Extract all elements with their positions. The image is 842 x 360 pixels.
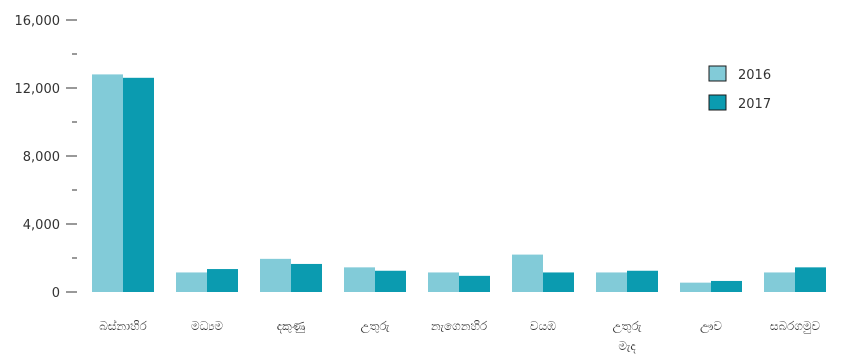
bar-2016 xyxy=(764,272,795,292)
y-tick-label: 4,000 xyxy=(23,218,60,233)
category-label: ඌව xyxy=(700,319,722,334)
bar-2017 xyxy=(375,270,406,292)
bar-2017 xyxy=(543,272,574,292)
legend-label: 2016 xyxy=(738,68,771,83)
bar-2017 xyxy=(459,275,490,292)
category-label: බස්නාහිර xyxy=(99,319,147,333)
bar-2016 xyxy=(260,258,291,292)
category-label: උතුරු xyxy=(361,319,391,334)
category-label: නැගෙනහිර xyxy=(431,319,488,333)
bar-2017 xyxy=(207,269,238,292)
bar-2016 xyxy=(92,74,123,293)
y-tick-label: 0 xyxy=(52,286,60,301)
legend: 2016 2017 xyxy=(708,65,771,112)
category-label: උතුරු xyxy=(613,319,643,334)
bar-2016 xyxy=(176,272,207,292)
category-label: සබරගමුව xyxy=(770,319,821,334)
category-label: වයඹ xyxy=(530,319,556,333)
bar-2017 xyxy=(795,267,826,292)
bar-2017 xyxy=(627,270,658,292)
bars xyxy=(92,74,826,293)
bar-2016 xyxy=(428,272,459,292)
y-tick-label: 8,000 xyxy=(23,150,60,165)
y-tick-label: 12,000 xyxy=(15,82,61,97)
legend-label: 2017 xyxy=(738,97,771,112)
category-label: මැද xyxy=(618,339,636,353)
legend-swatch xyxy=(708,65,727,82)
category-label: මධ්‍යම xyxy=(191,319,223,333)
y-axis: 0 4,000 8,000 12,000 16,000 xyxy=(15,14,77,301)
x-axis-labels: බස්නාහිර මධ්‍යම දකුණු උතුරු නැගෙනහිර වයඹ උතුරු… xyxy=(99,319,820,353)
bar-2016 xyxy=(680,282,711,292)
bar-2017 xyxy=(711,280,742,292)
category-label: දකුණු xyxy=(277,319,306,333)
legend-swatch xyxy=(708,94,727,111)
bar-2016 xyxy=(344,267,375,292)
bar-2017 xyxy=(291,263,322,292)
bar-2017 xyxy=(123,77,154,292)
bar-2016 xyxy=(596,272,627,292)
y-tick-label: 16,000 xyxy=(15,14,61,29)
bar-2016 xyxy=(512,254,543,292)
